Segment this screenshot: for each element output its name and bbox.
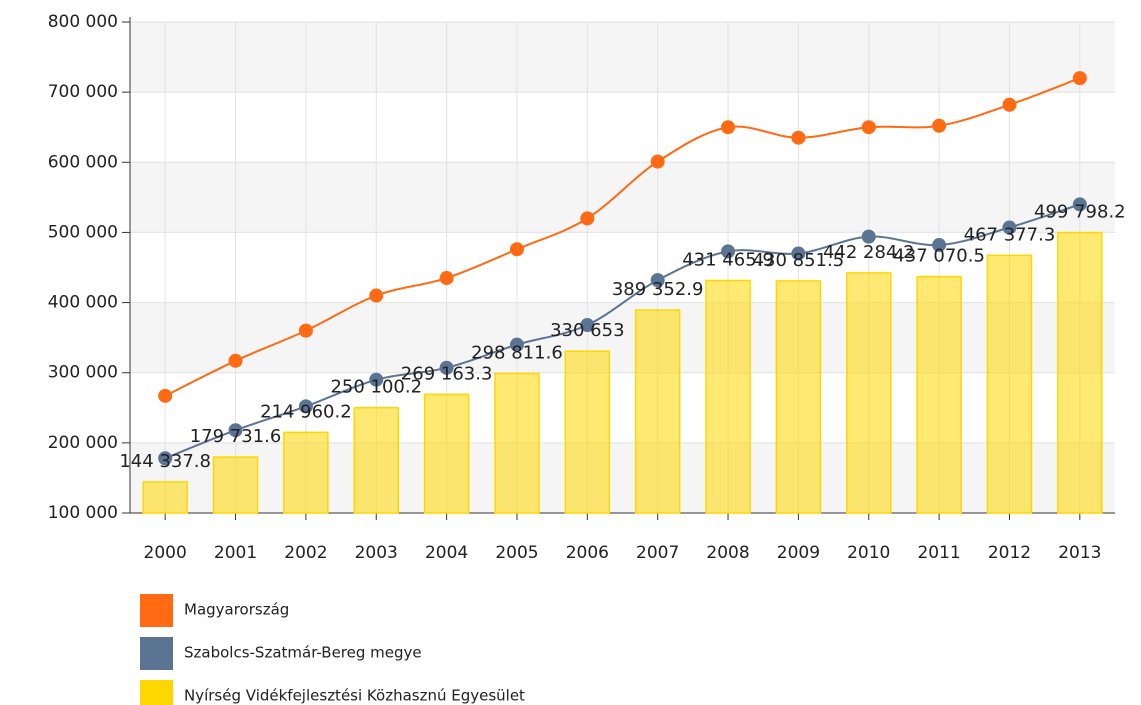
marker	[298, 323, 313, 338]
marker	[861, 120, 876, 135]
data-label: 499 798.2	[1034, 202, 1126, 223]
data-label: 269 163.3	[401, 363, 493, 384]
bar	[634, 309, 681, 514]
bar	[846, 272, 892, 514]
marker	[861, 229, 876, 244]
x-tick-label: 2002	[284, 543, 327, 563]
data-label: 144 337.8	[119, 451, 211, 472]
data-label: 298 811.6	[471, 343, 563, 364]
x-tick-label: 2007	[636, 543, 679, 563]
marker	[439, 360, 454, 375]
x-tick-label: 2010	[847, 543, 890, 563]
marker	[509, 242, 524, 257]
y-tick-label: 400 000	[48, 293, 118, 313]
marker	[439, 271, 454, 286]
marker	[158, 388, 173, 403]
marker	[650, 273, 665, 288]
bar	[775, 280, 822, 514]
y-tick-label: 700 000	[48, 82, 118, 102]
bar	[423, 393, 470, 514]
marker	[650, 154, 665, 169]
marker	[580, 318, 595, 333]
y-tick-label: 600 000	[48, 152, 118, 172]
bar	[212, 456, 259, 514]
bar	[705, 279, 751, 514]
y-tick-label: 500 000	[48, 222, 118, 242]
legend-swatch	[140, 637, 173, 670]
data-label: 214 960.2	[260, 401, 352, 422]
data-label: 179 731.6	[190, 426, 282, 447]
marker	[1072, 197, 1087, 212]
marker	[721, 244, 736, 259]
marker	[1002, 220, 1017, 235]
legend-label: Szabolcs-Szatmár-Bereg megye	[184, 644, 422, 662]
marker	[298, 399, 313, 414]
data-label: 431 465.9	[682, 250, 774, 271]
data-label: 250 100.2	[330, 377, 422, 398]
bar	[986, 254, 1033, 514]
marker	[158, 451, 173, 466]
x-tick-label: 2011	[917, 543, 960, 563]
bar	[494, 372, 540, 514]
y-tick-label: 200 000	[48, 433, 118, 453]
data-label: 389 352.9	[612, 279, 704, 300]
y-tick-label: 100 000	[48, 503, 118, 523]
x-tick-label: 2012	[988, 543, 1031, 563]
marker	[369, 372, 384, 387]
marker	[932, 118, 947, 133]
bar	[353, 406, 399, 514]
data-label: 442 284.2	[823, 242, 915, 263]
line	[164, 203, 1081, 460]
bar	[916, 275, 962, 514]
legend-label: Magyarország	[184, 601, 289, 619]
marker	[1072, 71, 1087, 86]
plot-band	[130, 162, 1115, 233]
x-tick-label: 2006	[566, 543, 609, 563]
bar	[564, 350, 611, 514]
plot-band	[130, 442, 1115, 513]
x-tick-label: 2005	[495, 543, 538, 563]
data-label: 437 070.5	[893, 246, 985, 267]
marker	[791, 130, 806, 145]
x-tick-label: 2009	[777, 543, 820, 563]
x-tick-label: 2013	[1058, 543, 1101, 563]
x-tick-label: 2000	[144, 543, 187, 563]
marker	[228, 423, 243, 438]
data-label: 430 851.5	[753, 250, 845, 271]
data-label: 467 377.3	[964, 224, 1056, 245]
marker	[932, 238, 947, 253]
legend-label: Nyírség Vidékfejlesztési Közhasznú Egyes…	[184, 687, 525, 705]
marker	[369, 288, 384, 303]
x-tick-label: 2004	[425, 543, 468, 563]
x-tick-label: 2008	[706, 543, 749, 563]
legend-swatch	[140, 680, 173, 705]
marker	[228, 353, 243, 368]
y-tick-label: 800 000	[48, 12, 118, 32]
marker	[509, 337, 524, 352]
x-tick-label: 2003	[355, 543, 398, 563]
bar	[283, 431, 329, 514]
plot-band	[130, 22, 1115, 93]
bar	[1057, 231, 1103, 514]
marker	[721, 120, 736, 135]
legend-swatch	[140, 594, 173, 627]
marker	[1002, 97, 1017, 112]
marker	[791, 246, 806, 261]
data-label: 330 653	[550, 320, 624, 341]
x-tick-label: 2001	[214, 543, 257, 563]
bar	[142, 481, 188, 514]
line	[164, 77, 1081, 397]
marker	[580, 211, 595, 226]
y-tick-label: 300 000	[48, 363, 118, 383]
